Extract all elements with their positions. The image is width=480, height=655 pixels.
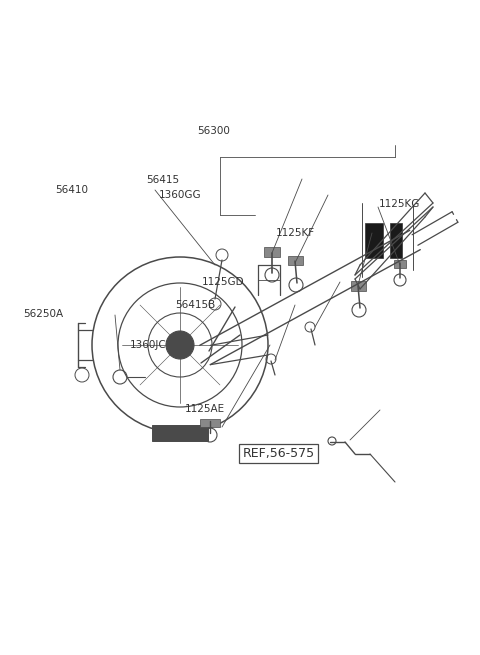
Text: 1125AE: 1125AE bbox=[185, 404, 225, 415]
Circle shape bbox=[166, 331, 194, 359]
Bar bbox=[264, 247, 280, 257]
Bar bbox=[288, 256, 303, 265]
Text: 1125KG: 1125KG bbox=[379, 199, 420, 210]
Text: REF,56-575: REF,56-575 bbox=[242, 447, 314, 460]
FancyBboxPatch shape bbox=[390, 223, 402, 258]
Bar bbox=[394, 260, 406, 268]
Text: 1360GG: 1360GG bbox=[158, 189, 201, 200]
Text: 56250A: 56250A bbox=[23, 309, 63, 320]
Text: 56410: 56410 bbox=[55, 185, 88, 195]
Bar bbox=[200, 419, 220, 427]
Text: 56415: 56415 bbox=[146, 175, 180, 185]
Text: 1125GD: 1125GD bbox=[202, 276, 244, 287]
Text: 1360JC: 1360JC bbox=[130, 339, 167, 350]
Bar bbox=[152, 425, 208, 441]
FancyBboxPatch shape bbox=[365, 223, 383, 258]
Text: 56300: 56300 bbox=[197, 126, 230, 136]
Bar bbox=[351, 281, 366, 291]
Text: 56415B: 56415B bbox=[175, 299, 216, 310]
Text: 1125KF: 1125KF bbox=[276, 227, 315, 238]
